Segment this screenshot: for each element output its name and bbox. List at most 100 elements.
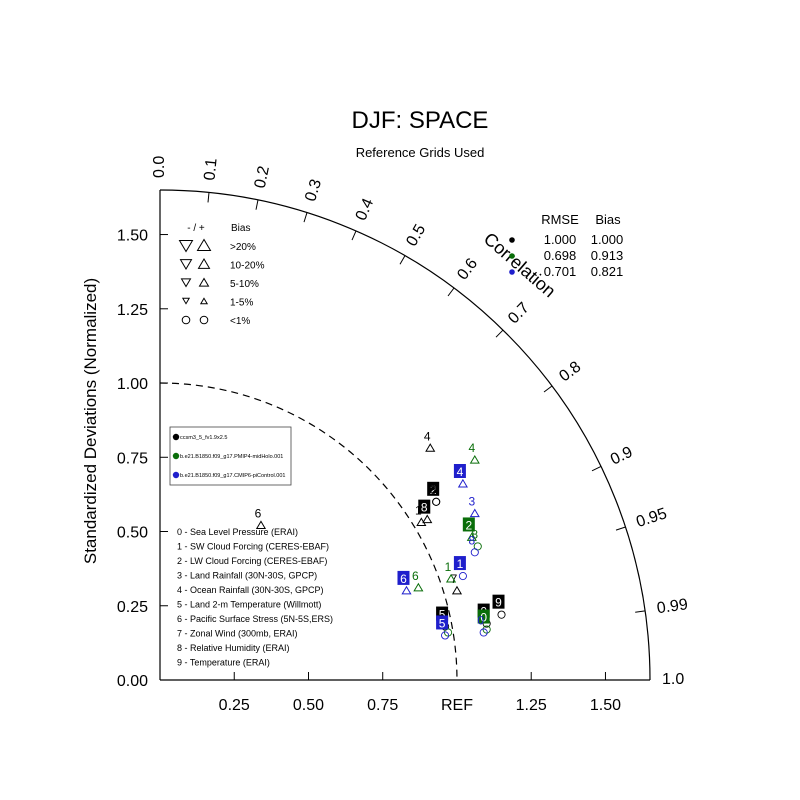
correlation-tick [303,212,308,223]
correlation-tick [615,526,626,531]
data-marker [479,628,488,637]
data-marker [444,628,453,637]
stats-header-rmse: RMSE [541,212,579,227]
data-marker [497,610,506,619]
data-marker [469,508,480,518]
data-label-box [427,481,440,496]
data-label-box [453,556,466,571]
correlation-tick-label: 1.0 [662,671,684,688]
data-label: 0 [480,611,487,625]
correlation-tick-label: 0.95 [634,505,669,531]
stats-row-bias: 0.821 [591,264,624,279]
variable-list-item: 2 - LW Cloud Forcing (CERES-EBAF) [177,556,327,566]
data-marker [470,548,479,557]
data-marker [425,443,436,452]
x-tick-label: 1.25 [516,697,547,714]
correlation-tick-label: 0.1 [201,157,220,181]
bias-legend-tri-up [199,297,209,305]
stats-header-bias: Bias [595,212,621,227]
variable-list-item: 6 - Pacific Surface Stress (5N-5S,ERS) [177,614,333,624]
data-marker [401,585,412,595]
y-tick-label: 0.75 [117,450,148,467]
case-legend-dot [172,433,180,441]
y-tick-label: 1.25 [117,302,148,319]
data-label: 4 [468,441,475,455]
bias-legend-tri-down [178,239,194,253]
stats-row-bias: 1.000 [591,232,624,247]
data-label-box [436,615,449,630]
data-label: 3 [468,495,475,509]
correlation-tick-label: 0.8 [556,358,584,385]
data-label: 6 [255,507,262,521]
chart-subtitle: Reference Grids Used [356,145,485,160]
data-marker [255,520,267,530]
data-label: 5 [439,616,446,630]
data-label-box [492,594,505,609]
data-label: 1 [445,560,452,574]
bias-legend-row-label: 5-10% [230,279,259,290]
y-tick-label: 1.00 [117,376,148,393]
stats-row-rmse: 0.698 [544,248,577,263]
outer-correlation-arc [159,189,651,681]
data-marker [441,631,450,640]
correlation-tick-label: 0.9 [608,444,636,469]
correlation-tick-label: 0.99 [656,596,689,617]
correlation-tick [207,192,210,203]
variable-list-item: 3 - Land Rainfall (30N-30S, GPCP) [177,571,317,581]
data-label-box [462,517,475,532]
case-legend-label: b.e21.B1850.f09_g17.CMIP6-piControl.001 [180,473,286,479]
bias-legend-tri-up [198,277,210,287]
x-tick-label: 0.75 [367,697,398,714]
variable-list-item: 1 - SW Cloud Forcing (CERES-EBAF) [177,542,329,552]
variable-list-item: 9 - Temperature (ERAI) [177,658,270,668]
data-marker [413,582,424,592]
correlation-tick-label: 0.3 [302,177,325,203]
y-tick-label: 0.00 [117,673,148,690]
y-tick-label: 1.50 [117,228,148,245]
correlation-tick-label: 0.2 [252,164,273,189]
case-legend-box [169,426,292,486]
data-label-box [397,570,410,585]
y-tick-label: 0.25 [117,599,148,616]
bias-legend-circle [181,315,191,325]
correlation-tick [399,255,406,265]
variable-list-item: 0 - Sea Level Pressure (ERAI) [177,527,298,537]
data-marker [432,497,441,506]
correlation-tick [255,199,259,210]
correlation-tick [543,385,553,393]
stats-row-dot [509,253,515,259]
data-marker [422,514,433,524]
case-legend-label: b.e21.B1850.f09_g17.PMIP4-midHolo.001 [180,454,283,460]
bias-legend-sign-header: - / + [187,223,205,234]
bias-legend-tri-down [179,259,193,270]
bias-legend-row-label: <1% [230,316,250,327]
data-label: 0 [477,613,484,627]
data-label: 2 [430,483,437,497]
correlation-tick-label: 0.0 [151,156,168,178]
bias-legend-tri-down [181,297,191,305]
data-label: 8 [471,527,478,541]
data-marker [451,585,463,595]
bias-legend-circle [199,315,209,325]
bias-legend-row-label: >20% [230,242,256,253]
bias-legend-tri-up [197,258,211,269]
y-axis-label: Standardized Deviations (Normalized) [81,278,100,564]
correlation-tick-label: 0.6 [454,255,481,283]
x-tick-label: 0.50 [293,697,324,714]
stats-row-dot [509,237,515,243]
stats-row-dot [509,269,515,275]
correlation-tick [495,329,504,338]
chart-title: DJF: SPACE [352,107,489,134]
data-label: 6 [412,569,419,583]
variable-list-item: 7 - Zonal Wind (300mb, ERAI) [177,629,298,639]
ref-label: REF [441,697,473,714]
correlation-tick [635,610,646,613]
x-tick-label: 1.50 [590,697,621,714]
data-label: 4 [424,429,431,443]
data-label: 8 [468,533,475,547]
case-legend-dot [172,471,180,479]
case-legend-label: ccsm3_5_fv1.9x2.5 [180,435,227,441]
data-label: 8 [421,501,428,515]
